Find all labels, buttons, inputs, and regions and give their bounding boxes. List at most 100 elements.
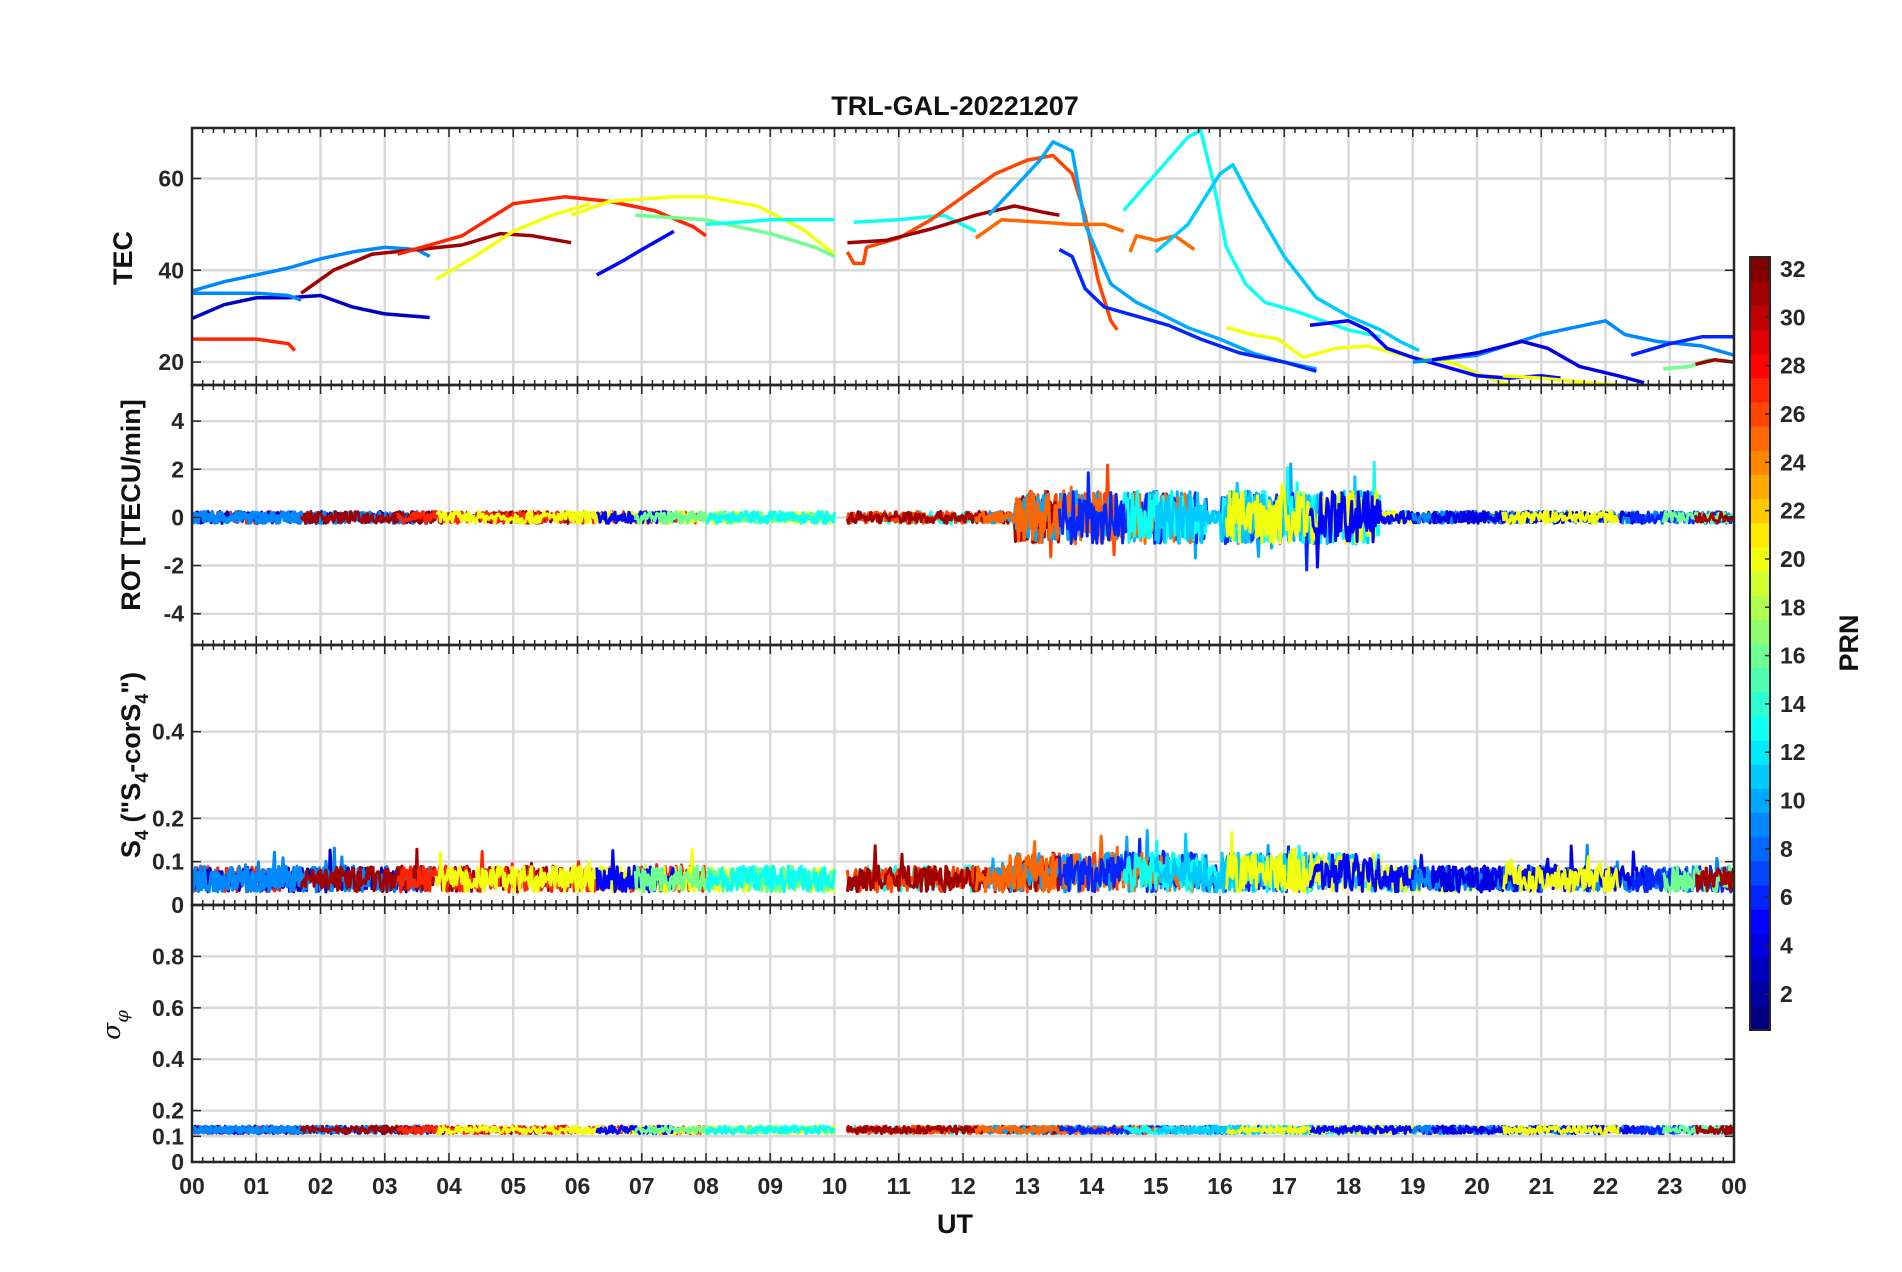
colorbar-cell [1750, 933, 1770, 959]
colorbar-cell [1750, 305, 1770, 330]
rot-ytick-label: 2 [171, 456, 184, 482]
x-tick-label: 12 [950, 1173, 976, 1199]
x-tick-label: 06 [565, 1173, 591, 1199]
sigma-ylabel-a: σ [97, 1022, 126, 1040]
x-tick-label: 02 [308, 1173, 334, 1199]
sigma-ylabel: σφ [97, 1010, 133, 1040]
s4-series-prn-9 [192, 850, 303, 894]
tec-series-prn-20 [570, 195, 836, 256]
tec-series-prn-20 [1225, 325, 1510, 385]
sigma-x-ticks [191, 905, 1735, 1162]
x-tick-label: 08 [693, 1173, 719, 1199]
x-tick-label: 18 [1336, 1173, 1362, 1199]
colorbar-tick-label: 4 [1780, 932, 1793, 958]
s4-panel: 0 0.1 0.2 0.4 [152, 643, 1736, 918]
colorbar-tick-label: 20 [1780, 546, 1806, 572]
rot-y-tick-labels: -4 -2 0 2 4 [164, 408, 1734, 627]
colorbar-cell [1750, 909, 1770, 934]
x-tick-label: 03 [372, 1173, 398, 1199]
colorbar-cell [1750, 401, 1770, 427]
s4-ylabel: S4 ("S4-corS4") [116, 672, 152, 858]
rot-data [192, 460, 1734, 572]
rot-series-prn-31 [299, 509, 573, 525]
colorbar-frame [1749, 256, 1771, 1031]
colorbar-cell [1750, 812, 1770, 838]
colorbar-cell [1750, 885, 1770, 910]
s4-ylabel-c: ("S [116, 783, 146, 830]
colorbar-cell [1750, 788, 1770, 814]
tec-series-prn-4 [1431, 339, 1645, 385]
x-tick-label: 15 [1143, 1173, 1169, 1199]
sigma-ytick-label: 0.8 [152, 943, 184, 969]
sigma-y-tick-labels: 00.10.2 0.4 0.6 0.8 [152, 943, 1734, 1175]
tec-series-prn-9 [192, 291, 302, 302]
sigma-panel: 00.10.2 0.4 0.6 0.8 [152, 903, 1736, 1175]
colorbar-cell [1750, 522, 1770, 548]
sigma-ytick-label: 0 [171, 1149, 184, 1175]
colorbar-cell [1750, 836, 1770, 862]
colorbar-cell [1750, 450, 1770, 475]
s4-ytick-label: 0 [171, 892, 184, 918]
tec-series-prn-25 [974, 218, 1125, 240]
x-tick-label: 10 [822, 1173, 848, 1199]
x-tick-label: 00 [1721, 1173, 1747, 1199]
sigma-series-prn-13 [704, 1124, 836, 1136]
sigma-ytick-label: 0.2 [152, 1098, 184, 1124]
tec-series-prn-13 [705, 218, 835, 227]
tec-panel: 20 40 60 [158, 126, 1736, 387]
sigma-series-prn-9 [192, 1124, 303, 1136]
colorbar-cell [1750, 691, 1770, 717]
s4-ytick-label: 0.1 [152, 849, 184, 875]
colorbar-cell [1750, 426, 1770, 451]
x-tick-label: 17 [1271, 1173, 1297, 1199]
colorbar-tick-label: 24 [1780, 449, 1806, 475]
s4-ylabel-f: 4 [132, 694, 152, 704]
s4-ylabel-g: ") [116, 672, 146, 694]
figure-title: TRL-GAL-20221207 [831, 91, 1079, 121]
colorbar-cell [1750, 715, 1770, 741]
s4-ylabel-e: -corS [116, 704, 146, 773]
tec-series-prn-16 [635, 213, 836, 259]
colorbar-tick-label: 28 [1780, 353, 1806, 379]
s4-series-prn-31 [845, 844, 1061, 894]
tec-series-prn-6 [1058, 248, 1317, 373]
sigma-data [192, 1124, 1734, 1136]
x-axis-label: UT [937, 1209, 973, 1239]
s4-ylabel-a: S [116, 840, 146, 858]
x-tick-label: 11 [887, 1173, 912, 1199]
x-tick-label: 00 [179, 1173, 205, 1199]
s4-data [192, 829, 1734, 894]
figure-title-group: TRL-GAL-20221207 [831, 91, 1079, 121]
tec-data [192, 128, 1734, 385]
tec-series-prn-13 [853, 213, 977, 233]
colorbar-cell [1750, 1005, 1770, 1031]
sigma-ytick-label: 0.6 [152, 995, 184, 1021]
colorbar-cell [1750, 595, 1770, 620]
rot-panel: -4 -2 0 2 4 [164, 383, 1736, 647]
sigma-series-prn-20 [1501, 1124, 1620, 1136]
x-tick-label: 07 [629, 1173, 655, 1199]
rot-series-prn-31 [1694, 510, 1734, 525]
s4-ylabel-b: 4 [132, 830, 152, 840]
colorbar-cell [1750, 329, 1770, 355]
colorbar-tick-label: 8 [1780, 836, 1793, 862]
tec-series-prn-6 [1630, 335, 1734, 357]
colorbar-cell [1750, 377, 1770, 403]
rot-ytick-label: 0 [171, 504, 184, 530]
colorbar-cell [1750, 619, 1770, 644]
sigma-ylabel-b: φ [112, 1010, 133, 1023]
tec-ytick-label: 60 [158, 165, 184, 191]
tec-series-prn-10 [987, 140, 1317, 371]
colorbar-cell [1750, 257, 1770, 282]
x-tick-label: 14 [1079, 1173, 1105, 1199]
s4-series-prn-20 [1501, 855, 1620, 894]
colorbar-cell [1750, 740, 1770, 765]
x-tick-label: 04 [436, 1173, 462, 1199]
rot-ytick-label: -4 [164, 601, 185, 627]
colorbar-cell [1750, 353, 1770, 379]
x-tick-label: 21 [1528, 1173, 1554, 1199]
tec-y-tick-labels: 20 40 60 [158, 165, 1734, 375]
s4-ylabel-d: 4 [132, 773, 152, 783]
sigma-grid [192, 905, 1734, 1164]
s4-series-prn-20 [434, 851, 592, 894]
